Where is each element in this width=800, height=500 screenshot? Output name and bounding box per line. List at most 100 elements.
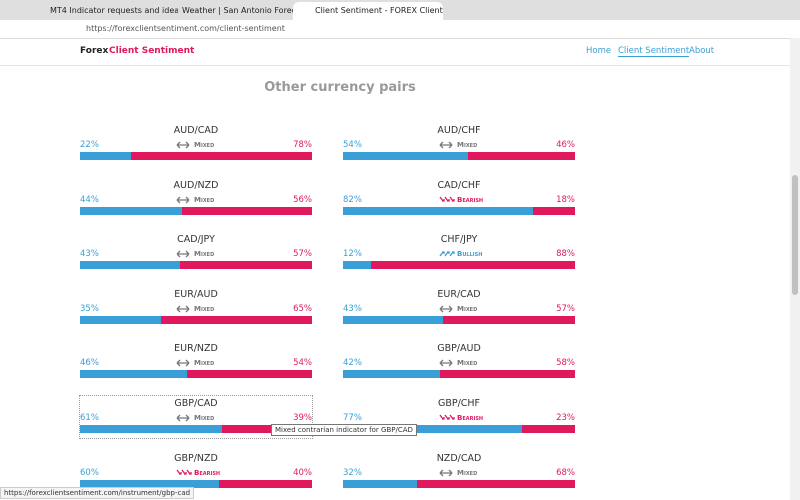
long-bar (80, 261, 180, 270)
signal-icon (176, 469, 192, 475)
long-bar (343, 206, 534, 215)
tab[interactable]: Client Sentiment - FOREX Client (293, 2, 443, 20)
toolbar (0, 20, 800, 39)
signal-icon (439, 251, 455, 257)
signal-label: Mixed (457, 359, 478, 368)
signal-label: Mixed (194, 359, 215, 368)
brand[interactable]: Forex (80, 46, 109, 56)
signal: Mixed (176, 250, 214, 258)
site-header (0, 38, 790, 66)
tab[interactable]: MT4 Indicator requests and idea (50, 6, 178, 15)
signal: Mixed (176, 359, 214, 367)
pair-name[interactable]: GBP/CHF (437, 398, 481, 409)
status-bar: https://forexclientsentiment.com/instrum… (0, 487, 195, 499)
short-pct: 57% (293, 249, 312, 260)
long-bar (343, 370, 441, 379)
signal: Mixed (176, 196, 214, 204)
long-bar (80, 206, 183, 215)
long-pct: 61% (80, 413, 99, 423)
pair-name[interactable]: EUR/NZD (174, 343, 218, 355)
tab-strip: MT4 Indicator requests and idea Weather … (0, 0, 800, 20)
signal: Bullish (439, 250, 482, 258)
signal-icon (439, 359, 453, 367)
pair-name[interactable]: EUR/CAD (437, 288, 481, 300)
long-bar (80, 152, 132, 160)
nav-link[interactable]: Client Sentiment (618, 46, 690, 57)
signal-icon (176, 196, 190, 204)
signal: Mixed (176, 305, 214, 313)
short-bar (370, 261, 575, 270)
pair-name[interactable]: AUD/CAD (173, 125, 219, 136)
signal: Mixed (439, 359, 477, 367)
signal-label: Bullish (457, 250, 483, 259)
tab[interactable]: Weather | San Antonio Forecast (182, 6, 309, 15)
pair-name[interactable]: CHF/JPY (440, 234, 478, 246)
pair-name[interactable]: GBP/NZD (174, 452, 218, 464)
pair-name[interactable]: AUD/CHF (437, 125, 481, 136)
nav-link[interactable]: About (689, 46, 715, 56)
pair-name[interactable]: EUR/AUD (174, 288, 218, 300)
long-bar (343, 479, 418, 488)
long-pct: 32% (343, 467, 362, 478)
pair-name[interactable]: NZD/CAD (436, 452, 482, 464)
short-pct: 78% (293, 140, 312, 150)
long-pct: 46% (80, 358, 99, 369)
signal-icon (439, 141, 453, 149)
signal-label: Mixed (457, 468, 478, 477)
short-pct: 40% (293, 467, 312, 478)
signal-label: Mixed (194, 250, 215, 259)
pair-name[interactable]: GBP/CAD (174, 398, 218, 409)
signal-icon (176, 414, 190, 422)
short-pct: 23% (556, 413, 575, 423)
signal-label: Mixed (194, 141, 215, 149)
long-pct: 82% (343, 194, 362, 205)
short-pct: 57% (556, 303, 575, 314)
signal: Mixed (176, 414, 214, 422)
scroll-thumb[interactable] (792, 175, 798, 295)
brand[interactable]: Client Sentiment (109, 46, 195, 56)
tooltip: Mixed contrarian indicator for GBP/CAD (271, 424, 417, 436)
signal: Bearish (176, 469, 220, 477)
pair-name[interactable]: GBP/AUD (437, 343, 481, 355)
short-bar (186, 370, 312, 379)
address-bar[interactable]: https://forexclientsentiment.com/client-… (86, 24, 285, 33)
nav-link[interactable]: Home (586, 46, 612, 56)
short-bar (442, 315, 575, 324)
short-pct: 46% (556, 140, 575, 150)
signal-label: Mixed (194, 414, 215, 422)
long-pct: 54% (343, 140, 362, 150)
signal: Bearish (439, 196, 483, 204)
short-bar (182, 206, 312, 215)
short-pct: 39% (293, 413, 312, 423)
long-bar (343, 261, 371, 270)
pair-name[interactable]: CAD/JPY (177, 234, 215, 246)
short-pct: 88% (556, 249, 575, 260)
signal: Mixed (439, 305, 477, 313)
signal-icon (176, 250, 190, 258)
short-pct: 65% (293, 303, 312, 314)
long-pct: 77% (343, 413, 362, 423)
long-pct: 12% (343, 249, 362, 260)
long-pct: 60% (80, 467, 99, 478)
short-pct: 56% (293, 194, 312, 205)
long-pct: 43% (343, 303, 362, 314)
signal-label: Bearish (457, 195, 484, 204)
signal: Mixed (176, 141, 214, 149)
signal-label: Mixed (457, 304, 478, 313)
long-bar (80, 479, 220, 488)
section-title: Other currency pairs (264, 80, 416, 95)
long-pct: 22% (80, 140, 99, 150)
signal-icon (176, 141, 190, 149)
pair-name[interactable]: AUD/NZD (173, 179, 219, 191)
long-bar (80, 315, 162, 324)
short-pct: 68% (556, 467, 575, 478)
short-pct: 54% (293, 358, 312, 369)
signal-icon (176, 359, 190, 367)
card-hover (79, 395, 313, 439)
long-pct: 43% (80, 249, 99, 260)
long-bar (343, 425, 522, 433)
signal: Mixed (439, 141, 477, 149)
pair-name[interactable]: CAD/CHF (437, 179, 481, 191)
long-bar (343, 315, 443, 324)
